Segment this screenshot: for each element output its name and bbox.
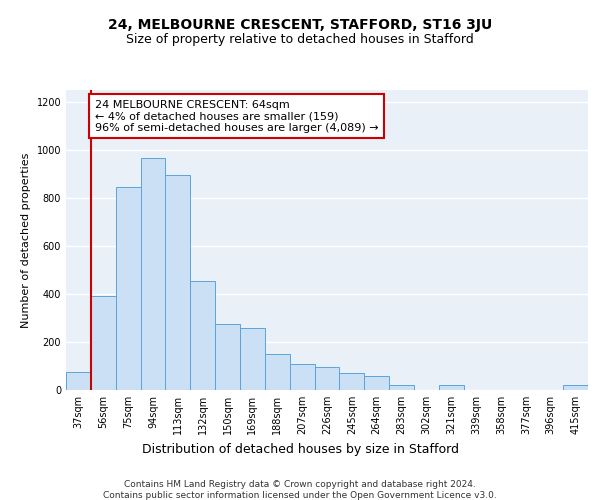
Bar xyxy=(91,296,116,390)
Text: 24 MELBOURNE CRESCENT: 64sqm
← 4% of detached houses are smaller (159)
96% of se: 24 MELBOURNE CRESCENT: 64sqm ← 4% of det… xyxy=(95,100,378,133)
Bar xyxy=(563,385,588,390)
Bar xyxy=(439,385,464,390)
Text: Distribution of detached houses by size in Stafford: Distribution of detached houses by size … xyxy=(142,442,458,456)
Text: Contains HM Land Registry data © Crown copyright and database right 2024.: Contains HM Land Registry data © Crown c… xyxy=(124,480,476,489)
Y-axis label: Number of detached properties: Number of detached properties xyxy=(21,152,31,328)
Bar xyxy=(340,373,364,390)
Bar xyxy=(116,187,140,390)
Text: 24, MELBOURNE CRESCENT, STAFFORD, ST16 3JU: 24, MELBOURNE CRESCENT, STAFFORD, ST16 3… xyxy=(108,18,492,32)
Bar xyxy=(364,376,389,390)
Bar xyxy=(290,364,314,390)
Bar xyxy=(190,281,215,390)
Bar xyxy=(265,354,290,390)
Bar xyxy=(389,385,414,390)
Bar xyxy=(166,175,190,390)
Bar xyxy=(66,372,91,390)
Bar xyxy=(314,367,340,390)
Text: Size of property relative to detached houses in Stafford: Size of property relative to detached ho… xyxy=(126,32,474,46)
Bar xyxy=(240,328,265,390)
Text: Contains public sector information licensed under the Open Government Licence v3: Contains public sector information licen… xyxy=(103,491,497,500)
Bar xyxy=(140,158,166,390)
Bar xyxy=(215,324,240,390)
